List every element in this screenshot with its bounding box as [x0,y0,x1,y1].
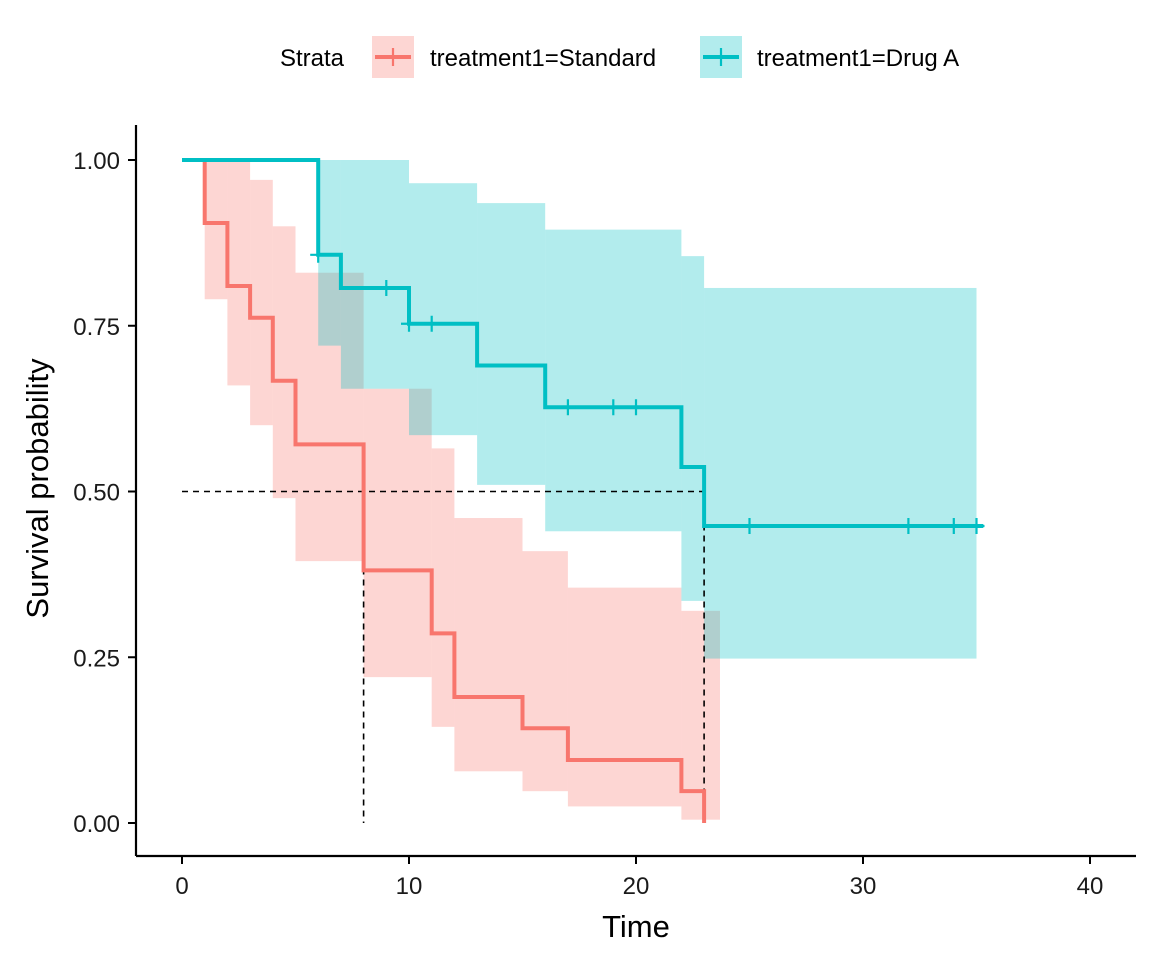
x-tick-label: 20 [623,873,650,900]
survival-curves [182,158,984,823]
confidence-band-drug-a [704,287,977,659]
y-tick-label: 0.00 [73,811,120,838]
survival-curve-standard [182,158,707,823]
censor-mark-drug-a [945,517,962,534]
confidence-band-drug-a [409,183,478,436]
x-tick-label: 30 [850,873,877,900]
y-tick-label: 1.00 [73,148,120,175]
confidence-band-drug-a [340,160,409,389]
censor-mark-drug-a [741,517,758,534]
confidence-band-standard [454,518,523,772]
x-tick-label: 40 [1077,873,1104,900]
confidence-band-standard [567,587,682,807]
x-tick-label: 0 [175,873,188,900]
y-axis-title: Survival probability [20,358,55,619]
confidence-band-standard [227,160,251,386]
x-axis-title: Time [602,909,670,944]
survival-curve-drug-a [182,158,984,528]
confidence-band-drug-a [545,229,682,532]
legend: Strata treatment1=Standard treatment1=Drug… [280,36,959,78]
y-tick-label: 0.50 [73,480,120,507]
confidence-band-standard [431,448,455,727]
axes: 0.00 0.25 0.50 0.75 1.00 0 10 20 30 40 [73,125,1136,900]
confidence-band-drug-a [681,256,705,601]
legend-label-drug-a: treatment1=Drug A [757,45,959,72]
legend-title: Strata [280,45,345,72]
legend-label-standard: treatment1=Standard [430,45,656,72]
x-tick-label: 10 [396,873,423,900]
confidence-band-drug-a [477,203,546,485]
censor-mark-drug-a [401,315,417,332]
confidence-bands [204,160,977,820]
censor-mark-drug-a [378,279,395,296]
confidence-band-standard [363,388,432,678]
censor-mark-drug-a [968,517,985,534]
censor-mark-drug-a [605,399,622,416]
confidence-band-standard [704,610,720,820]
censor-mark-drug-a [900,517,917,534]
censor-mark-drug-a [628,399,644,416]
censor-mark-drug-a [310,246,327,263]
confidence-band-standard [272,226,296,499]
y-tick-label: 0.75 [73,314,120,341]
censor-mark-drug-a [559,399,576,416]
confidence-band-standard [204,160,228,300]
censor-marks [310,246,985,534]
confidence-band-standard [250,179,273,426]
confidence-band-standard [681,610,705,820]
confidence-band-standard [295,272,364,562]
confidence-band-standard [522,551,568,792]
censor-mark-drug-a [423,315,440,332]
y-tick-label: 0.25 [73,645,120,672]
